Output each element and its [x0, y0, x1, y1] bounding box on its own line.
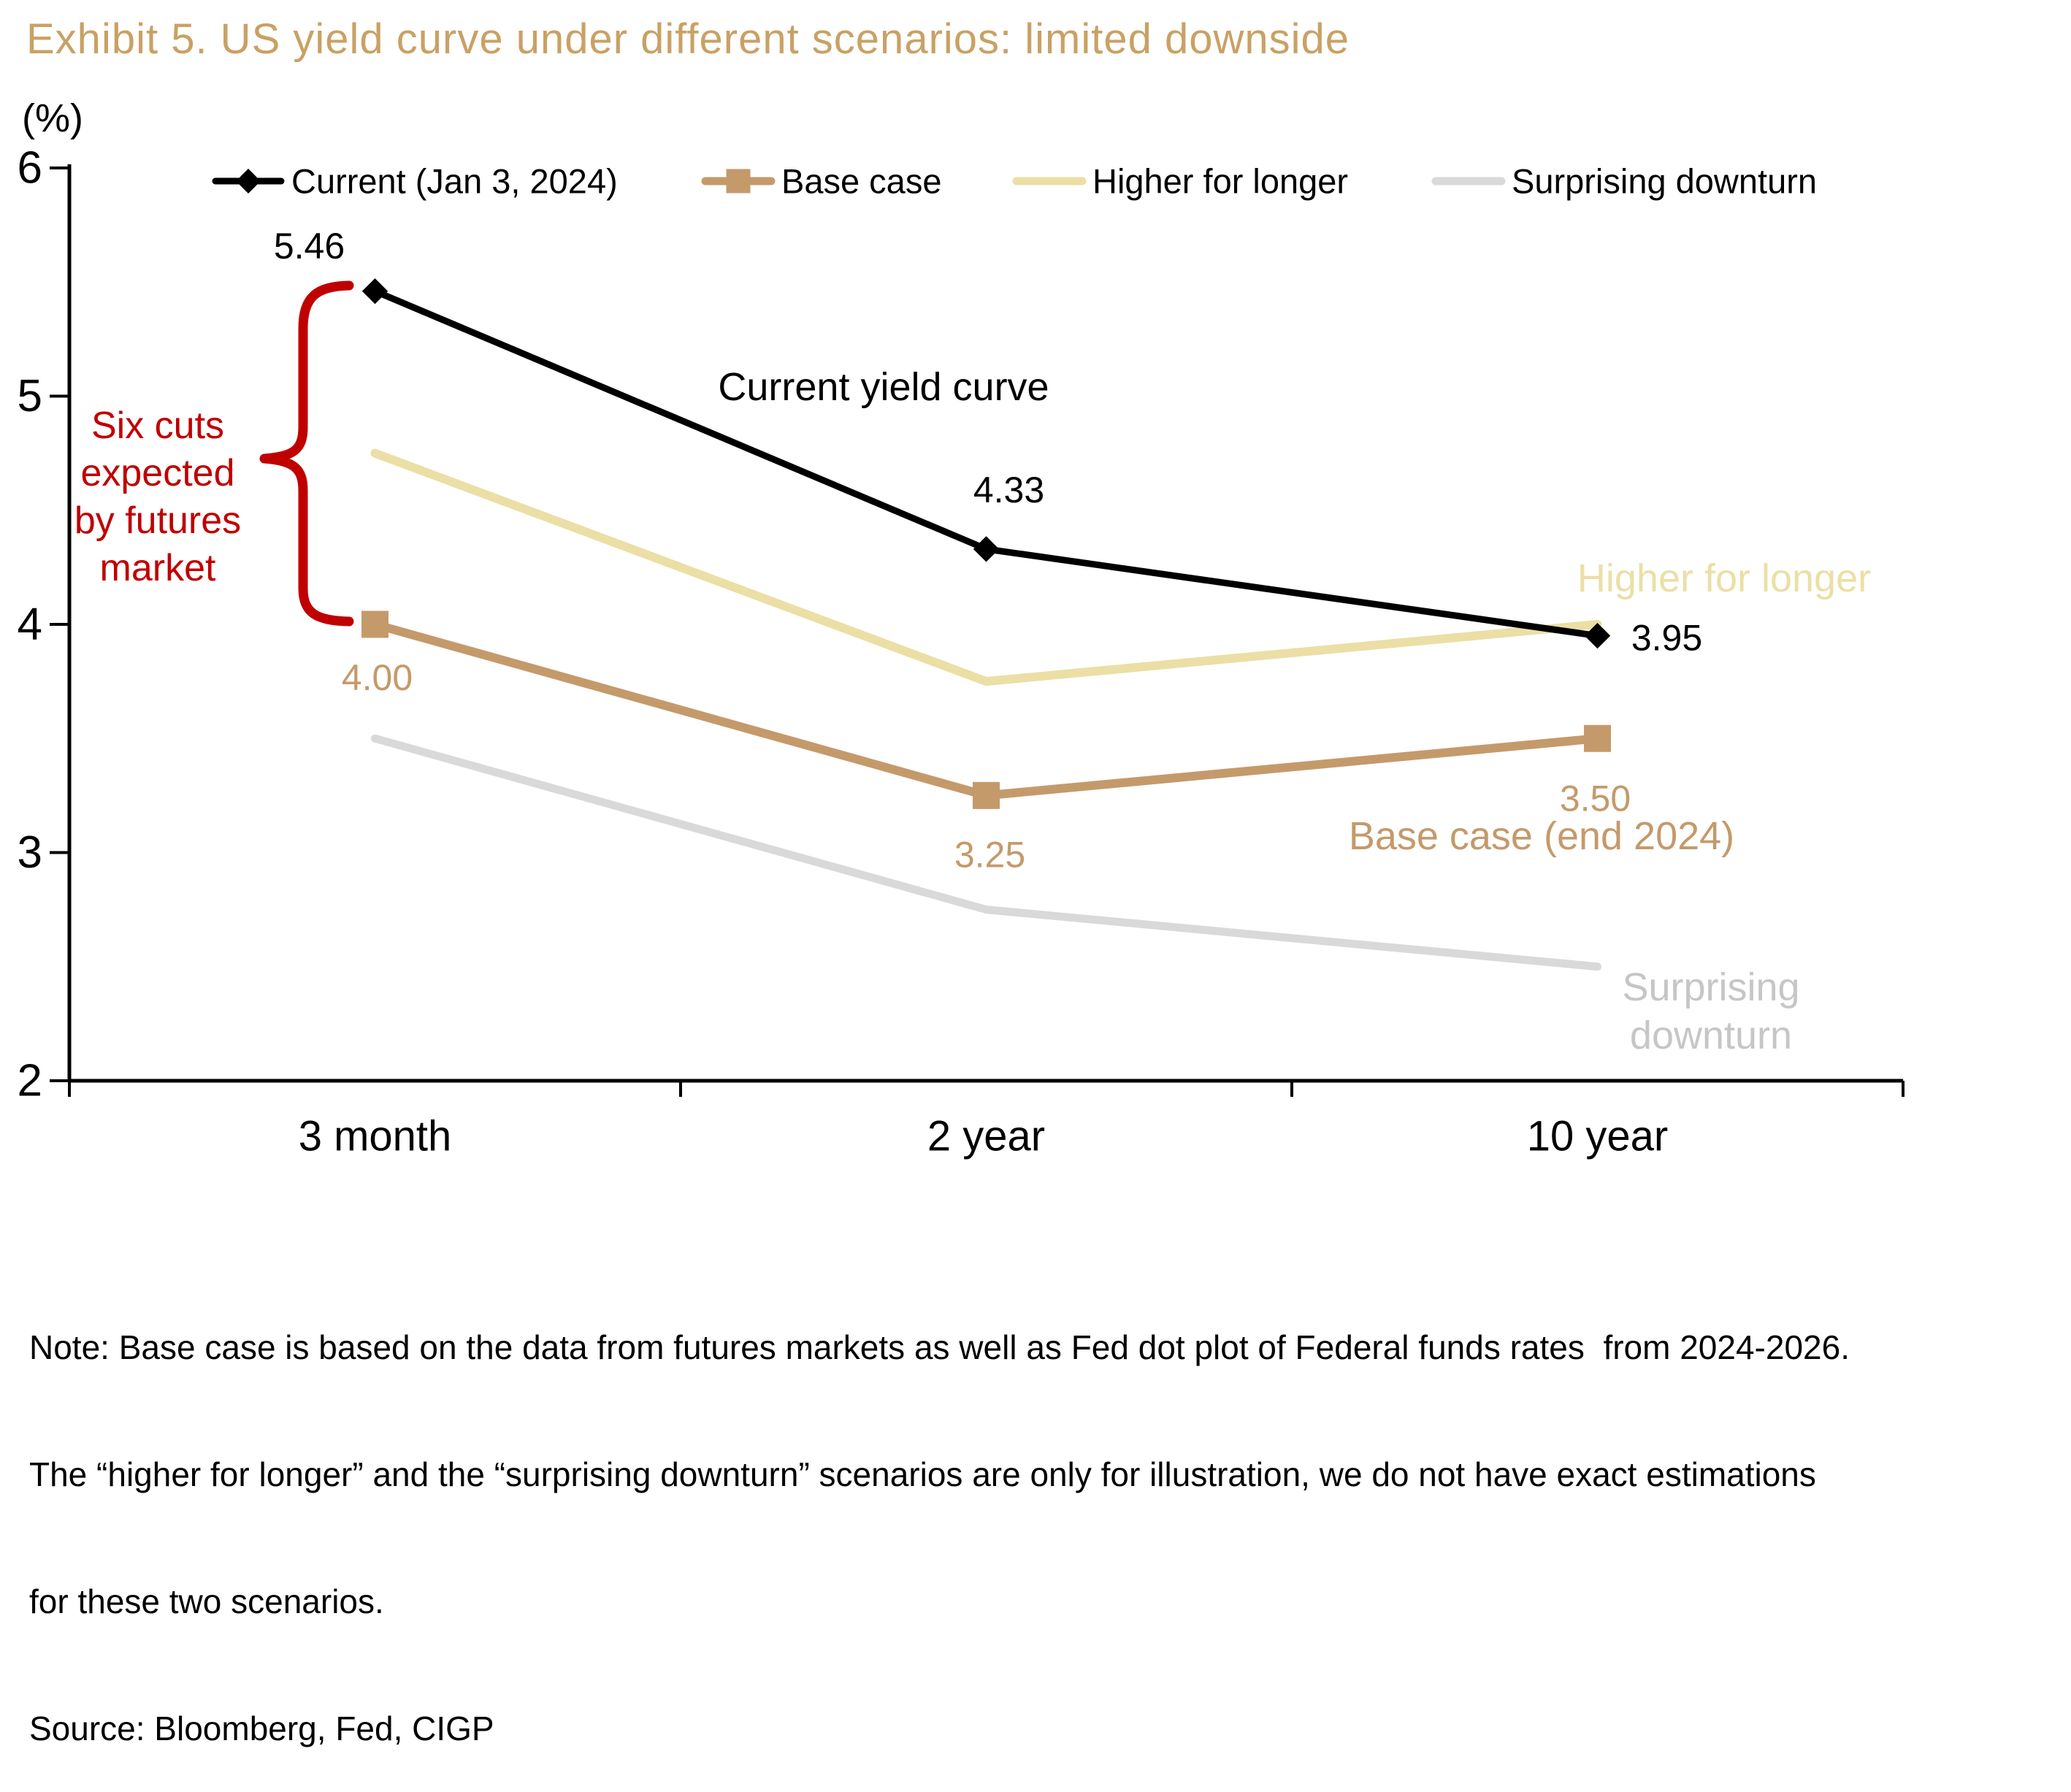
data-label-tan-0: 4.00 — [342, 657, 413, 698]
series-marker-black-0 — [361, 278, 388, 305]
legend-label-tan: Base case — [781, 162, 941, 201]
y-tick-label: 4 — [18, 600, 42, 650]
series-marker-black-1 — [973, 536, 1000, 562]
series-marker-tan-2 — [1584, 724, 1611, 752]
annotation-six-cuts-line1: Six cuts — [91, 405, 224, 447]
data-label-tan-2: 3.50 — [1560, 778, 1631, 819]
exhibit-title: Exhibit 5. US yield curve under differen… — [26, 15, 1350, 63]
annotation-surprising-downturn-line2: downturn — [1630, 1014, 1792, 1057]
annotation-current-yield-curve: Current yield curve — [718, 365, 1049, 409]
yield-curve-chart: 6 5 4 3 2 (%) 3 month 2 year 10 year 5.46 4.33 3.95… — [18, 96, 1905, 1160]
series-marker-tan-1 — [973, 781, 1000, 809]
annotation-surprising-downturn-line1: Surprising — [1622, 965, 1799, 1009]
note-line-2: The “higher for longer” and the “surpris… — [29, 1455, 1816, 1493]
series-line-black — [372, 288, 1601, 640]
y-axis-unit-label: (%) — [22, 96, 83, 140]
annotation-six-cuts-line2: expected — [80, 452, 234, 494]
x-axis-label-2-year: 2 year — [927, 1113, 1045, 1160]
note-line-3: for these two scenarios. — [29, 1582, 384, 1620]
note-line-1: Note: Base case is based on the data fro… — [29, 1328, 1850, 1366]
annotation-base-case: Base case (end 2024) — [1349, 814, 1734, 858]
legend-label-black: Current (Jan 3, 2024) — [291, 162, 618, 201]
legend-label-cream: Higher for longer — [1092, 162, 1348, 201]
legend-label-gray: Surprising downturn — [1512, 162, 1817, 201]
legend-marker-square — [726, 169, 751, 194]
x-axis-label-3-month: 3 month — [299, 1113, 452, 1160]
data-label-black-1: 4.33 — [973, 470, 1044, 510]
data-label-tan-1: 3.25 — [954, 834, 1025, 875]
y-tick-label: 2 — [18, 1056, 42, 1106]
x-axis-label-10-year: 10 year — [1527, 1113, 1668, 1160]
exhibit-figure: { "title": "Exhibit 5. US yield curve un… — [17, 15, 1905, 1747]
six-cuts-brace — [259, 280, 354, 627]
data-label-black-0: 5.46 — [274, 226, 345, 267]
series-marker-black-2 — [1584, 622, 1611, 649]
series-line-gray — [371, 734, 1601, 971]
annotation-six-cuts-line3: by futures — [74, 499, 241, 542]
series-line-cream — [370, 448, 1602, 686]
annotation-higher-for-longer: Higher for longer — [1577, 556, 1871, 600]
annotation-six-cuts-line4: market — [100, 547, 216, 589]
series-line-tan — [370, 620, 1602, 800]
note-block: Note: Base case is based on the data fro… — [29, 1241, 1850, 1792]
y-tick-label: 3 — [18, 827, 42, 878]
source-line: Source: Bloomberg, Fed, CIGP — [29, 1709, 494, 1747]
y-tick-label: 6 — [18, 143, 42, 194]
legend-marker-diamond — [236, 169, 261, 194]
series-marker-tan-0 — [361, 610, 388, 638]
y-tick-label: 5 — [18, 371, 42, 421]
data-label-black-2: 3.95 — [1631, 618, 1702, 659]
